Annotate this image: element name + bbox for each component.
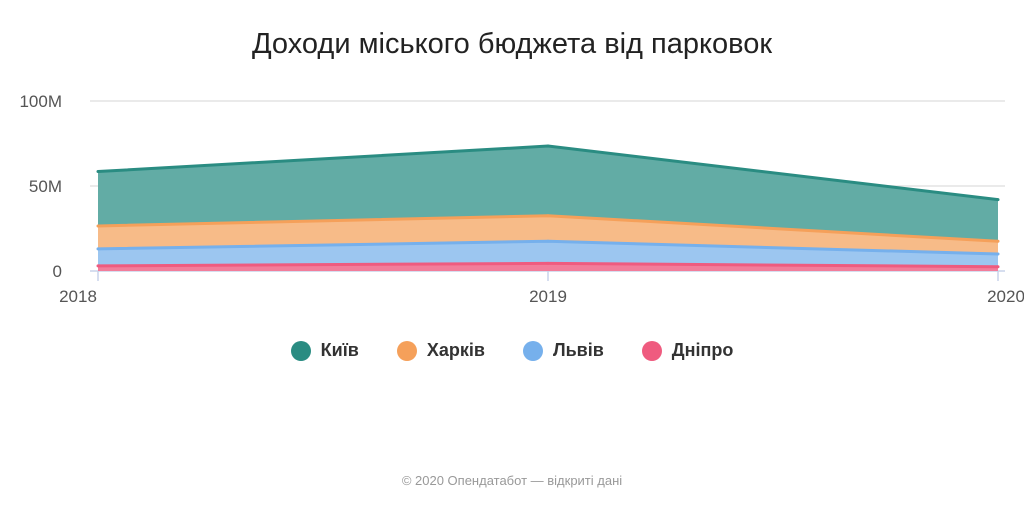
legend-label: Київ: [320, 340, 359, 360]
legend-item[interactable]: Львів: [522, 340, 604, 361]
area-chart: 0 50M 100M 2018 2019 2020: [19, 92, 1024, 306]
y-tick-label: 0: [53, 262, 62, 281]
data-point: [996, 252, 1000, 256]
data-point: [996, 198, 1000, 202]
x-tick-label: 2018: [59, 287, 97, 306]
data-point: [546, 214, 550, 218]
legend-marker-icon: [290, 340, 311, 361]
legend-label: Львів: [552, 340, 604, 360]
data-point: [546, 239, 550, 243]
data-point: [96, 224, 100, 228]
legend-label: Дніпро: [671, 340, 734, 360]
legend-label: Харків: [426, 340, 485, 360]
data-point: [546, 261, 550, 265]
data-point: [96, 170, 100, 174]
data-point: [96, 247, 100, 251]
data-point: [996, 265, 1000, 269]
area-Київ: [98, 146, 998, 242]
data-point: [996, 239, 1000, 243]
data-point: [96, 264, 100, 268]
chart-title: Доходи міського бюджета від парковок: [251, 28, 773, 60]
legend-marker-icon: [396, 340, 417, 361]
legend-marker-icon: [641, 340, 662, 361]
legend-item[interactable]: Харків: [396, 340, 485, 361]
data-point: [546, 144, 550, 148]
legend-item[interactable]: Дніпро: [641, 340, 734, 361]
legend-marker-icon: [522, 340, 543, 361]
footer-copyright: © 2020 Опендатабот — відкриті дані: [401, 473, 623, 488]
y-tick-label: 100M: [19, 92, 62, 111]
legend-item[interactable]: Київ: [290, 340, 359, 361]
y-tick-label: 50M: [29, 177, 62, 196]
x-tick-label: 2020: [987, 287, 1024, 306]
x-tick-label: 2019: [529, 287, 567, 306]
legend: Київ Харків Львів Дніпро: [0, 340, 1024, 361]
